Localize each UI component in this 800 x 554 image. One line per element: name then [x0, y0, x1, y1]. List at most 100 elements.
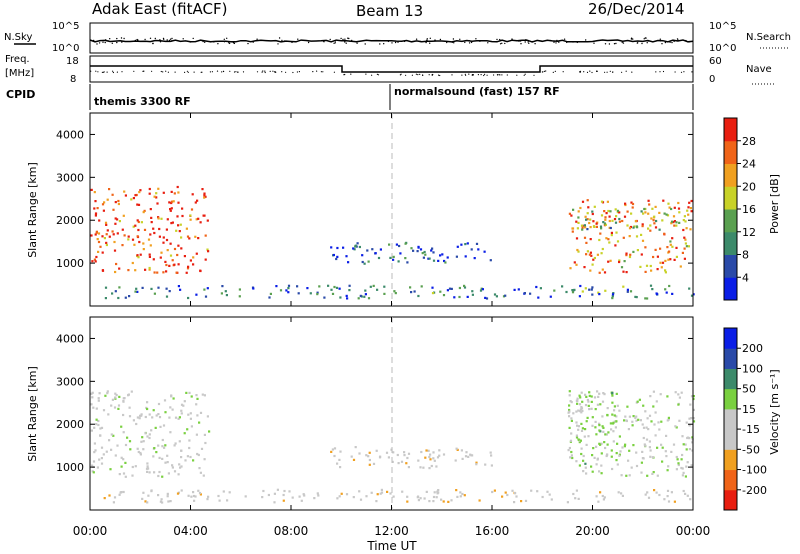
heatmap-cell	[604, 218, 607, 221]
heatmap-cell	[199, 269, 202, 272]
heatmap-cell	[432, 251, 435, 254]
heatmap-cell	[146, 470, 149, 473]
colorbar-tick-label: -15	[742, 423, 760, 436]
heatmap-cell	[197, 489, 200, 492]
heatmap-cell	[436, 456, 440, 459]
nsearch-point	[333, 42, 335, 44]
heatmap-cell	[681, 251, 684, 254]
heatmap-cell	[664, 450, 667, 453]
heatmap-cell	[681, 435, 684, 438]
heatmap-cell	[425, 490, 428, 493]
nsearch-point	[297, 38, 299, 40]
heatmap-cell	[616, 463, 619, 466]
nsearch-point	[159, 41, 162, 43]
heatmap-cell	[495, 295, 498, 298]
nsearch-point	[528, 42, 530, 44]
heatmap-cell	[352, 247, 355, 250]
heatmap-cell	[146, 501, 149, 504]
x-tick-label: 12:00	[374, 524, 409, 538]
nsearch-point	[349, 40, 351, 42]
heatmap-cell	[238, 295, 241, 298]
nave-point	[583, 71, 585, 73]
heatmap-cell	[687, 206, 690, 209]
heatmap-cell	[608, 241, 611, 244]
heatmap-cell	[188, 391, 191, 394]
heatmap-cell	[641, 239, 645, 242]
heatmap-cell	[636, 400, 639, 403]
heatmap-cell	[611, 392, 614, 395]
heatmap-cell	[680, 466, 683, 470]
heatmap-cell	[106, 390, 109, 393]
heatmap-cell	[195, 252, 198, 255]
heatmap-cell	[108, 188, 111, 191]
heatmap-cell	[644, 297, 647, 300]
heatmap-cell	[95, 423, 98, 426]
heatmap-cell	[456, 448, 459, 451]
heatmap-cell	[568, 390, 571, 393]
heatmap-cell	[584, 393, 587, 396]
heatmap-cell	[593, 205, 596, 208]
heatmap-cell	[183, 400, 186, 403]
heatmap-cell	[611, 422, 615, 425]
nsearch-point	[531, 40, 534, 43]
heatmap-cell	[586, 398, 589, 402]
heatmap-cell	[121, 228, 124, 231]
heatmap-cell	[661, 261, 665, 264]
heatmap-cell	[575, 421, 578, 424]
heatmap-cell	[323, 296, 326, 299]
heatmap-cell	[586, 212, 589, 215]
heatmap-cell	[646, 417, 649, 420]
heatmap-cell	[575, 460, 578, 463]
heatmap-cell	[653, 423, 656, 426]
heatmap-cell	[570, 432, 573, 435]
heatmap-cell	[608, 226, 611, 229]
heatmap-cell	[313, 497, 316, 500]
heatmap-cell	[649, 455, 652, 458]
heatmap-cell	[148, 413, 151, 416]
heatmap-cell	[662, 199, 665, 202]
heatmap-cell	[192, 491, 195, 494]
heatmap-cell	[396, 453, 399, 457]
heatmap-cell	[669, 243, 672, 246]
heatmap-cell	[448, 287, 452, 290]
colorbar-tick-label: 8	[742, 249, 749, 262]
heatmap-cell	[136, 219, 139, 222]
heatmap-cell	[577, 216, 580, 219]
heatmap-cell	[636, 249, 639, 252]
heatmap-cell	[157, 413, 160, 416]
heatmap-cell	[122, 490, 125, 494]
nave-point	[477, 74, 479, 76]
heatmap-cell	[661, 446, 664, 449]
heatmap-cell	[667, 465, 670, 468]
heatmap-cell	[437, 489, 440, 492]
heatmap-cell	[667, 202, 670, 205]
heatmap-cell	[161, 445, 164, 448]
heatmap-cell	[169, 209, 172, 212]
nave-point	[312, 71, 314, 73]
nave-tick-high: 60	[709, 56, 722, 67]
nave-point	[674, 71, 676, 73]
heatmap-cell	[178, 463, 181, 466]
heatmap-cell	[584, 215, 587, 218]
heatmap-cell	[188, 439, 191, 442]
heatmap-cell	[375, 500, 378, 503]
heatmap-cell	[466, 295, 469, 298]
heatmap-cell	[136, 290, 139, 293]
heatmap-cell	[685, 245, 688, 248]
heatmap-cell	[613, 409, 616, 412]
heatmap-cell	[604, 289, 607, 292]
heatmap-cell	[431, 292, 435, 295]
heatmap-cell	[628, 449, 631, 452]
nsearch-point	[479, 40, 481, 42]
heatmap-cell	[153, 271, 156, 274]
nave-series	[90, 70, 693, 77]
heatmap-cell	[206, 219, 209, 222]
nsearch-point	[351, 39, 353, 42]
heatmap-cell	[653, 222, 656, 225]
heatmap-cell	[244, 495, 247, 498]
heatmap-cell	[600, 472, 603, 475]
heatmap-cell	[366, 249, 369, 252]
nave-point	[493, 74, 495, 76]
heatmap-cell	[579, 396, 582, 399]
heatmap-cell	[181, 207, 184, 210]
